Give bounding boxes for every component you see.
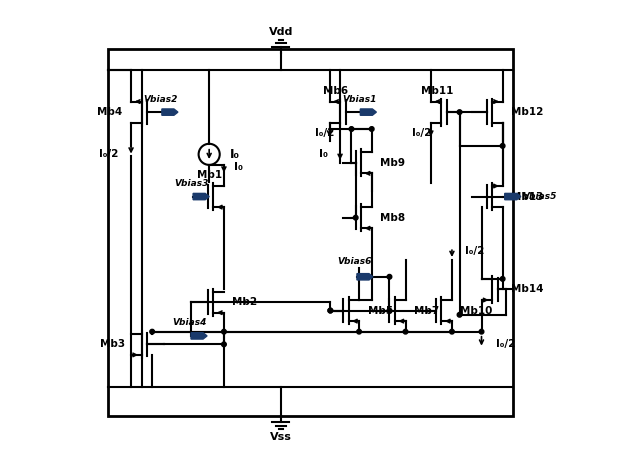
Text: I₀/2: I₀/2	[465, 246, 484, 256]
Text: I₀/2: I₀/2	[412, 128, 431, 138]
Text: Mb12: Mb12	[511, 107, 543, 117]
Text: Mb9: Mb9	[380, 158, 405, 168]
Polygon shape	[360, 109, 376, 115]
Text: Vbias5: Vbias5	[522, 192, 556, 201]
Circle shape	[501, 143, 505, 148]
Text: Mb2: Mb2	[232, 297, 258, 307]
Text: I₀: I₀	[230, 148, 240, 161]
Polygon shape	[162, 109, 178, 115]
Text: Mb5: Mb5	[368, 305, 392, 316]
Text: I₀/2: I₀/2	[315, 128, 334, 138]
Text: Vbias2: Vbias2	[143, 95, 178, 104]
Circle shape	[369, 127, 374, 131]
Circle shape	[450, 329, 455, 334]
Text: I₀: I₀	[235, 162, 243, 172]
Circle shape	[349, 127, 354, 131]
Polygon shape	[191, 333, 207, 339]
Circle shape	[387, 308, 392, 313]
Polygon shape	[505, 193, 521, 200]
Text: I₀/2: I₀/2	[99, 149, 119, 159]
Text: Mb7: Mb7	[414, 305, 439, 316]
Circle shape	[328, 308, 333, 313]
Text: Mb14: Mb14	[511, 284, 543, 294]
Text: I₀/2: I₀/2	[496, 339, 515, 349]
Circle shape	[222, 329, 226, 334]
Circle shape	[353, 215, 358, 220]
Text: Vbias1: Vbias1	[342, 95, 376, 104]
Circle shape	[356, 329, 361, 334]
Text: I₀: I₀	[319, 149, 328, 159]
Polygon shape	[357, 273, 373, 280]
Text: Vbias3: Vbias3	[175, 179, 209, 188]
Circle shape	[222, 342, 226, 347]
Polygon shape	[193, 193, 209, 200]
Text: Mb10: Mb10	[460, 305, 493, 316]
Text: Vbias4: Vbias4	[173, 318, 207, 327]
Circle shape	[328, 308, 333, 313]
Circle shape	[501, 277, 505, 281]
Text: Vbias6: Vbias6	[338, 257, 372, 266]
Text: Vss: Vss	[270, 432, 292, 442]
Bar	[108, 49, 513, 416]
Text: Mb6: Mb6	[324, 86, 348, 96]
Text: Mb1: Mb1	[197, 170, 222, 180]
Circle shape	[457, 110, 462, 114]
Text: Mb3: Mb3	[99, 339, 125, 349]
Circle shape	[403, 329, 408, 334]
Text: Mb8: Mb8	[380, 213, 406, 223]
Text: Mb4: Mb4	[97, 107, 122, 117]
Text: Mb11: Mb11	[421, 86, 453, 96]
Text: Mb13: Mb13	[511, 191, 543, 202]
Circle shape	[479, 329, 484, 334]
Circle shape	[387, 274, 392, 279]
Circle shape	[457, 312, 462, 317]
Text: Vdd: Vdd	[269, 27, 293, 37]
Circle shape	[150, 329, 155, 334]
